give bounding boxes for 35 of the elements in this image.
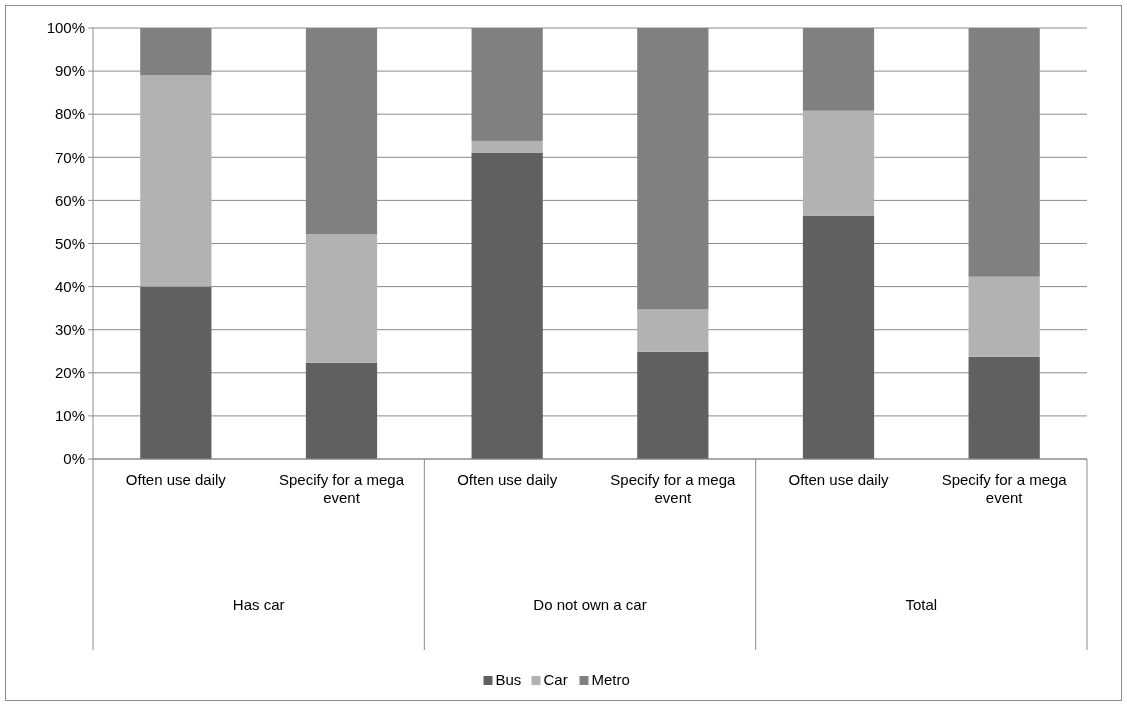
bar <box>802 215 875 459</box>
text: Total <box>905 596 938 613</box>
bar <box>471 152 543 459</box>
legend-label: Car <box>543 671 568 688</box>
bar <box>637 309 709 352</box>
legend-label: Bus <box>495 671 522 688</box>
text: Do not own a car <box>533 596 647 613</box>
bar <box>305 362 378 459</box>
y-tick-label: 40% <box>54 277 85 295</box>
x-tick-label: Often use daily <box>788 471 890 488</box>
y-tick-label: 100% <box>46 19 85 37</box>
y-tick-label: 30% <box>54 320 85 338</box>
bar <box>140 75 212 287</box>
bar <box>968 276 1040 357</box>
x-tick-label: Specify for a mega event <box>941 471 1068 506</box>
bar <box>471 140 543 153</box>
x-tick-label: Specify for a mega event <box>610 471 737 506</box>
y-tick-label: 0% <box>63 450 85 468</box>
bar <box>802 110 875 216</box>
y-tick-label: 80% <box>54 105 85 123</box>
y-tick-label: 70% <box>54 148 85 166</box>
text: Has car <box>232 596 285 613</box>
x-tick-label: Often use daily <box>457 471 558 488</box>
y-tick-label: 60% <box>54 191 85 209</box>
bar <box>305 234 378 363</box>
bar <box>968 356 1040 459</box>
y-tick-label: 50% <box>54 234 85 252</box>
legend-label: Metro <box>591 671 630 688</box>
y-tick-label: 20% <box>54 364 85 382</box>
y-tick-label: 90% <box>54 62 85 80</box>
y-tick-label: 10% <box>54 407 85 425</box>
x-tick-label: Often use daily <box>125 471 227 488</box>
bar <box>637 351 709 459</box>
bar <box>140 286 212 459</box>
x-tick-label: Specify for a mega event <box>278 471 405 506</box>
